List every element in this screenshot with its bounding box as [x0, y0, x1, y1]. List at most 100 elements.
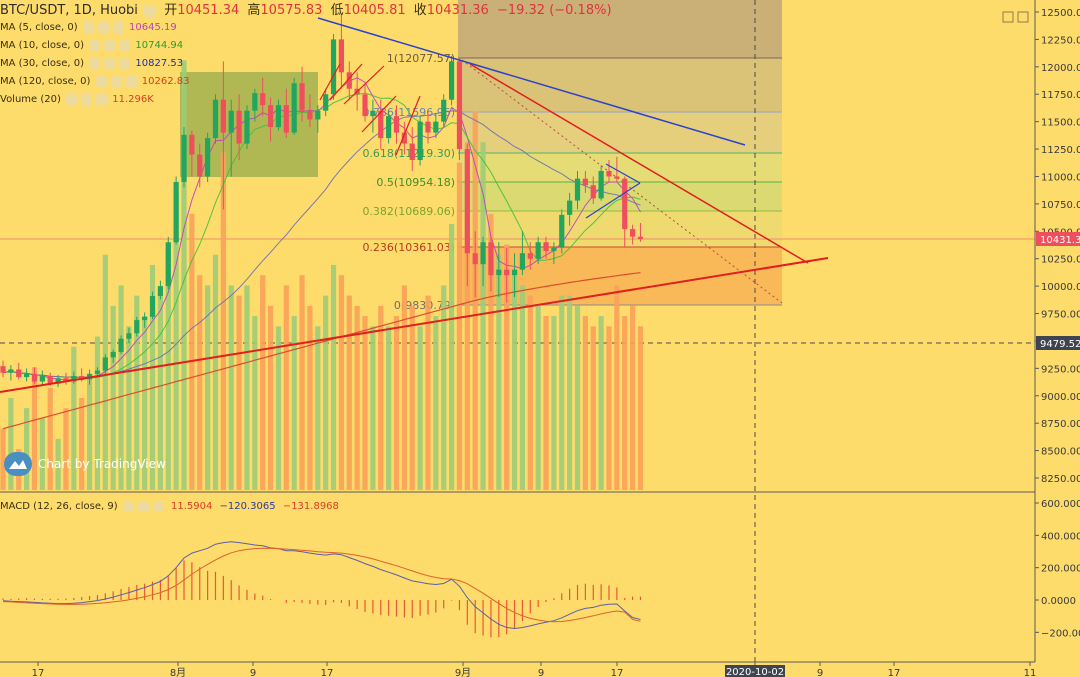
flag-line-upper[interactable] [605, 163, 641, 184]
time-axis-label: 17 [888, 668, 901, 677]
candle [488, 236, 494, 292]
volume-bar [456, 162, 463, 490]
candle [511, 253, 518, 298]
volume-bar [519, 285, 526, 490]
eye-icon[interactable] [122, 500, 134, 512]
channel-line-5[interactable] [395, 95, 421, 156]
macd-axis[interactable]: 600.0000 400.0000 200.0000 0.0000 −200.0000 [1035, 499, 1080, 639]
indicator-row-ma5[interactable]: MA (5, close, 0) 10645.19 [0, 21, 177, 35]
candle [346, 61, 352, 100]
candle-body [362, 94, 368, 117]
indicator-row-macd[interactable]: MACD (12, 26, close, 9) 11.5904 −120.306… [0, 500, 339, 514]
candle [630, 224, 636, 245]
volume-bar [47, 387, 53, 490]
candle [551, 242, 557, 265]
descending-trendline-red[interactable] [469, 63, 809, 264]
symbol-title[interactable]: BTC/USDT, 1D, Huobi [0, 3, 138, 18]
eye-icon[interactable] [66, 93, 78, 105]
candle-body [16, 369, 22, 378]
tradingview-branding[interactable]: Chart by TradingView [4, 452, 166, 476]
time-tag-crosshair [725, 665, 785, 677]
ma-120-line [2, 272, 641, 430]
eye-icon[interactable] [95, 75, 107, 87]
candle [637, 222, 644, 242]
candle [590, 176, 596, 204]
candle [378, 99, 384, 150]
price-axis-label: 12000.00 [1041, 63, 1080, 74]
candle [622, 176, 628, 248]
settings-icon[interactable] [81, 93, 93, 105]
candle [189, 130, 195, 177]
candle-body [574, 178, 581, 201]
macd-axis-label: 200.0000 [1041, 564, 1080, 575]
indicator-row-ma120[interactable]: MA (120, close, 0) 10262.83 [0, 75, 189, 89]
candle-body [0, 366, 6, 373]
volume-bar [441, 285, 447, 490]
candle [425, 110, 431, 144]
candle-body [299, 83, 305, 111]
price-axis-label: 12500.00 [1041, 8, 1080, 19]
close-icon[interactable] [152, 500, 164, 512]
settings-icon[interactable] [104, 57, 116, 69]
candle-body [173, 181, 179, 243]
close-icon[interactable] [125, 75, 137, 87]
descending-trendline-blue[interactable] [317, 17, 746, 146]
candle [236, 94, 242, 161]
candle [299, 66, 305, 122]
volume-bar [425, 295, 431, 490]
settings-icon[interactable] [97, 21, 109, 33]
candle [63, 372, 69, 385]
eye-icon[interactable] [89, 57, 101, 69]
indicator-row-volume[interactable]: Volume (20) 11.296K [0, 93, 154, 107]
settings-icon[interactable] [110, 75, 122, 87]
volume-bar [283, 285, 289, 490]
settings-icon[interactable] [104, 39, 116, 51]
indicator-row-ma10[interactable]: MA (10, close, 0) 10744.94 [0, 39, 183, 53]
close-icon[interactable] [119, 39, 131, 51]
eye-icon[interactable] [89, 39, 101, 51]
volume-bar [393, 316, 400, 490]
candle-body [614, 176, 620, 179]
volume-bar [181, 60, 187, 491]
volume-bar [220, 152, 226, 490]
eye-icon[interactable] [82, 21, 94, 33]
close-icon[interactable] [119, 57, 131, 69]
candle-body [205, 138, 211, 177]
channel-line-3[interactable] [343, 65, 385, 105]
candle-body [181, 134, 187, 182]
settings-icon[interactable] [137, 500, 149, 512]
volume-bar [354, 305, 360, 490]
close-icon[interactable] [96, 93, 108, 105]
symbol-info-icon[interactable] [144, 4, 157, 17]
channel-line-2[interactable] [329, 63, 363, 101]
volume-bar [63, 408, 69, 490]
candle [55, 374, 61, 387]
time-axis[interactable]: 17 8月 9 17 9月 9 17 2020-10-02 9 17 11 [32, 662, 1037, 677]
channel-line-4[interactable] [361, 95, 397, 133]
candle [0, 360, 6, 378]
volume-bar [330, 264, 337, 490]
volume-bar [590, 326, 596, 490]
candle [598, 165, 604, 201]
support-trendline[interactable] [0, 257, 829, 393]
volume-bar [291, 316, 297, 490]
fib-label-1: 1(12077.57) [387, 52, 455, 65]
trendlines[interactable] [0, 17, 829, 393]
close-icon[interactable] [112, 21, 124, 33]
candle-body [535, 242, 541, 259]
indicator-row-ma30[interactable]: MA (30, close, 0) 10827.53 [0, 57, 183, 71]
volume-bar [126, 326, 132, 490]
settings-icon[interactable] [1002, 11, 1029, 23]
macd-signal-value: −131.8968 [282, 501, 339, 512]
candle-body [39, 376, 45, 382]
flag-line-lower[interactable] [585, 182, 641, 219]
volume-bar [189, 213, 195, 491]
price-axis-label: 9750.00 [1041, 310, 1080, 321]
price-axis-label: 11000.00 [1041, 172, 1080, 183]
channel-line-1[interactable] [319, 63, 341, 101]
candle [275, 99, 282, 131]
volume-bar [559, 295, 565, 490]
candle [283, 88, 289, 139]
candle-body [47, 376, 53, 384]
